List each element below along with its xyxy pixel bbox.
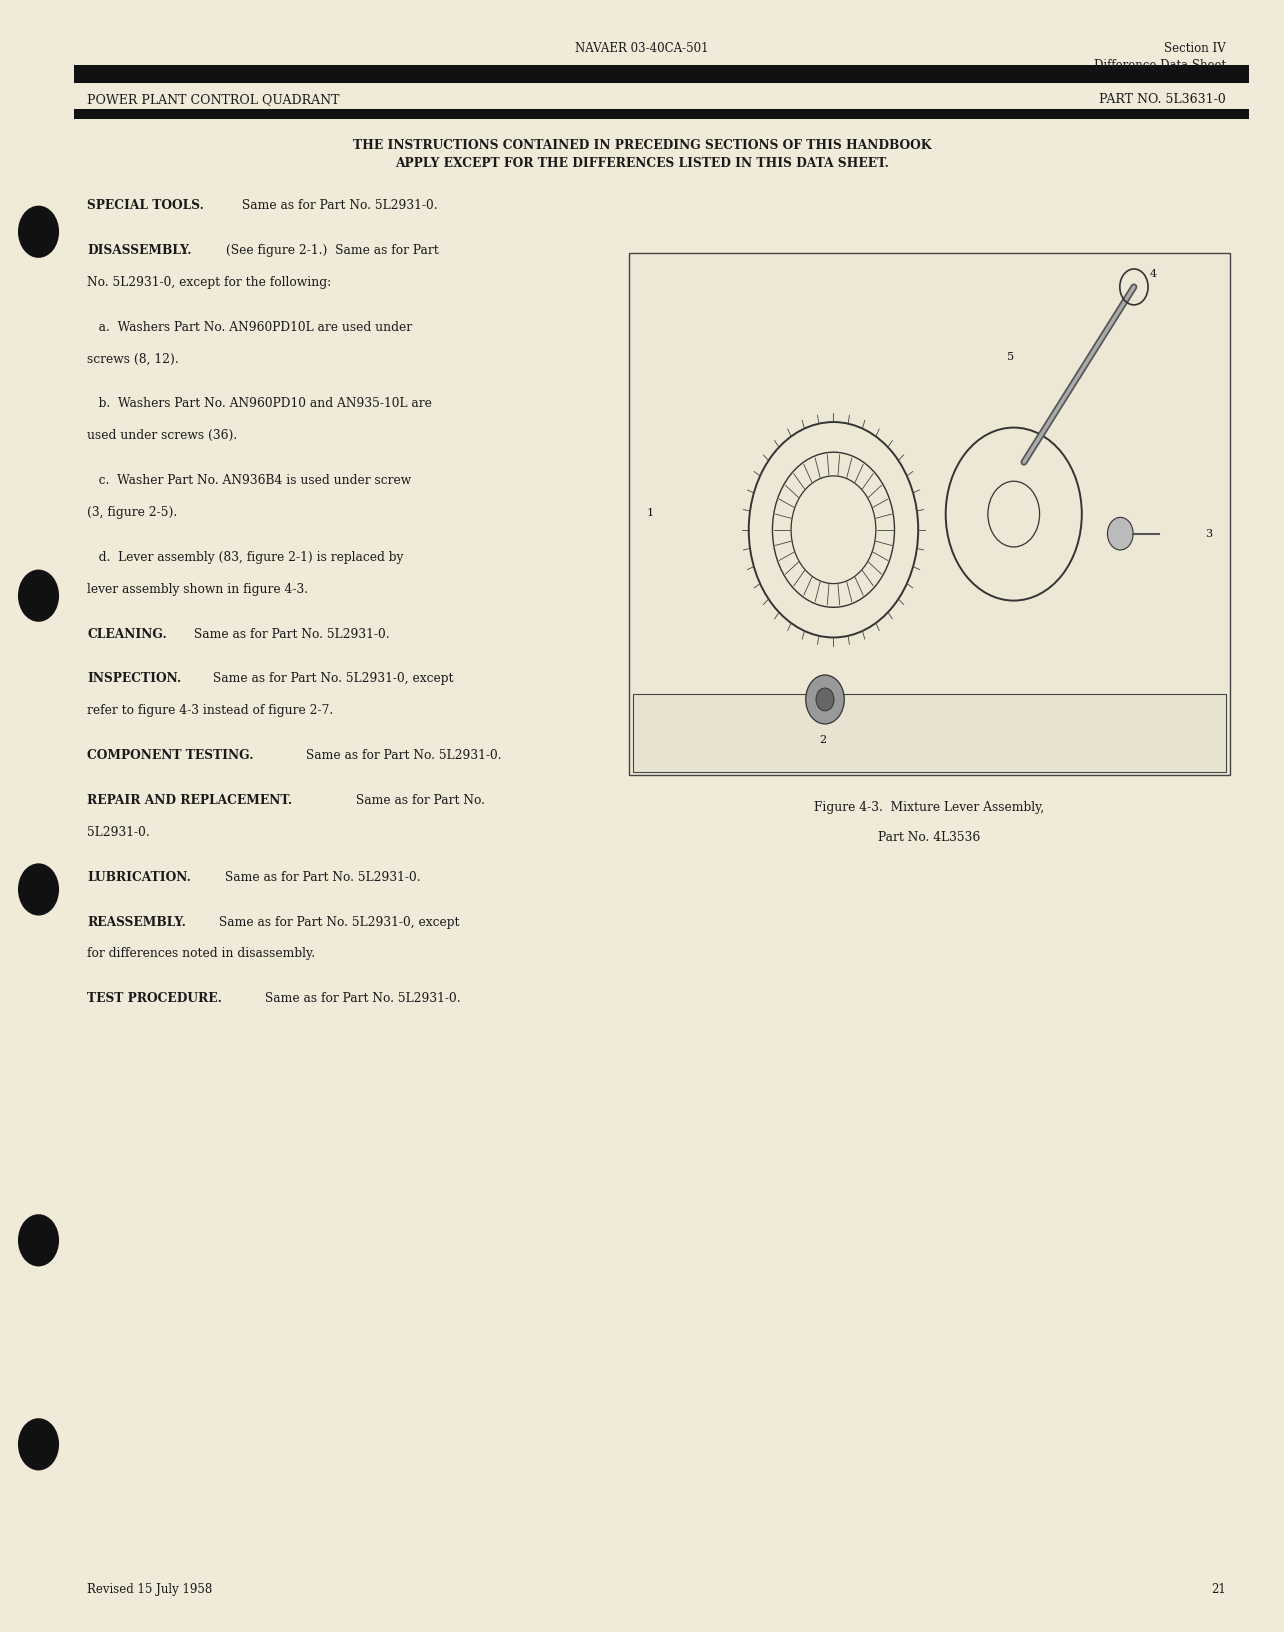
Text: lever assembly shown in figure 4-3.: lever assembly shown in figure 4-3.	[87, 583, 308, 596]
Text: Part No. 4L3536: Part No. 4L3536	[878, 831, 981, 844]
Circle shape	[1108, 517, 1134, 550]
Text: Difference Data Sheet: Difference Data Sheet	[1094, 59, 1226, 72]
Text: (See figure 2-1.)  Same as for Part: (See figure 2-1.) Same as for Part	[222, 243, 439, 256]
Text: COMPONENT TESTING.: COMPONENT TESTING.	[87, 749, 254, 762]
Text: 5: 5	[1008, 353, 1014, 362]
Text: DISASSEMBLY.: DISASSEMBLY.	[87, 243, 191, 256]
Text: Figure 4-3.  Mixture Lever Assembly,: Figure 4-3. Mixture Lever Assembly,	[814, 801, 1045, 814]
Text: c.  Washer Part No. AN936B4 is used under screw: c. Washer Part No. AN936B4 is used under…	[87, 473, 412, 486]
Text: screws (8, 12).: screws (8, 12).	[87, 353, 178, 366]
Text: Same as for Part No. 5L2931-0.: Same as for Part No. 5L2931-0.	[238, 199, 438, 212]
Text: REASSEMBLY.: REASSEMBLY.	[87, 916, 186, 929]
Circle shape	[18, 570, 59, 622]
Text: Same as for Part No. 5L2931-0.: Same as for Part No. 5L2931-0.	[262, 992, 461, 1005]
Bar	[74, 109, 1249, 119]
Text: Same as for Part No.: Same as for Part No.	[352, 793, 485, 806]
Bar	[74, 65, 1249, 83]
Bar	[633, 694, 1226, 772]
Text: 5L2931-0.: 5L2931-0.	[87, 826, 150, 839]
Text: used under screws (36).: used under screws (36).	[87, 429, 238, 442]
Text: 1: 1	[647, 509, 655, 519]
Text: (3, figure 2-5).: (3, figure 2-5).	[87, 506, 177, 519]
Circle shape	[18, 863, 59, 916]
Circle shape	[18, 1214, 59, 1266]
Text: for differences noted in disassembly.: for differences noted in disassembly.	[87, 947, 316, 960]
Text: 4: 4	[1149, 269, 1157, 279]
Text: APPLY EXCEPT FOR THE DIFFERENCES LISTED IN THIS DATA SHEET.: APPLY EXCEPT FOR THE DIFFERENCES LISTED …	[395, 157, 889, 170]
Text: Same as for Part No. 5L2931-0.: Same as for Part No. 5L2931-0.	[221, 870, 421, 883]
Text: LUBRICATION.: LUBRICATION.	[87, 870, 191, 883]
Text: NAVAER 03-40CA-501: NAVAER 03-40CA-501	[575, 42, 709, 55]
Text: Same as for Part No. 5L2931-0.: Same as for Part No. 5L2931-0.	[190, 627, 390, 640]
Text: Same as for Part No. 5L2931-0.: Same as for Part No. 5L2931-0.	[302, 749, 502, 762]
Text: CLEANING.: CLEANING.	[87, 627, 167, 640]
Text: Revised 15 July 1958: Revised 15 July 1958	[87, 1583, 213, 1596]
Text: a.  Washers Part No. AN960PD10L are used under: a. Washers Part No. AN960PD10L are used …	[87, 320, 412, 333]
Text: 3: 3	[1204, 529, 1212, 539]
Text: THE INSTRUCTIONS CONTAINED IN PRECEDING SECTIONS OF THIS HANDBOOK: THE INSTRUCTIONS CONTAINED IN PRECEDING …	[353, 139, 931, 152]
Text: 21: 21	[1212, 1583, 1226, 1596]
Text: 2.   Nut              4.   Lever: 2. Nut 4. Lever	[657, 738, 802, 747]
Text: SPECIAL TOOLS.: SPECIAL TOOLS.	[87, 199, 204, 212]
Text: Section IV: Section IV	[1165, 42, 1226, 55]
Text: 1.   Bearing        3.   Screw        5.   Sheave: 1. Bearing 3. Screw 5. Sheave	[657, 705, 898, 715]
Text: 2: 2	[819, 736, 826, 746]
Text: TEST PROCEDURE.: TEST PROCEDURE.	[87, 992, 222, 1005]
Text: Same as for Part No. 5L2931-0, except: Same as for Part No. 5L2931-0, except	[209, 672, 453, 685]
Text: POWER PLANT CONTROL QUADRANT: POWER PLANT CONTROL QUADRANT	[87, 93, 340, 106]
Text: INSPECTION.: INSPECTION.	[87, 672, 181, 685]
Bar	[629, 253, 1230, 775]
Text: refer to figure 4-3 instead of figure 2-7.: refer to figure 4-3 instead of figure 2-…	[87, 703, 334, 716]
Circle shape	[806, 676, 845, 725]
Text: d.  Lever assembly (83, figure 2-1) is replaced by: d. Lever assembly (83, figure 2-1) is re…	[87, 550, 403, 563]
Text: REPAIR AND REPLACEMENT.: REPAIR AND REPLACEMENT.	[87, 793, 293, 806]
Text: b.  Washers Part No. AN960PD10 and AN935-10L are: b. Washers Part No. AN960PD10 and AN935-…	[87, 397, 433, 410]
Circle shape	[18, 1418, 59, 1470]
Text: Same as for Part No. 5L2931-0, except: Same as for Part No. 5L2931-0, except	[214, 916, 460, 929]
Circle shape	[18, 206, 59, 258]
Circle shape	[817, 689, 835, 712]
Text: No. 5L2931-0, except for the following:: No. 5L2931-0, except for the following:	[87, 276, 331, 289]
Text: PART NO. 5L3631-0: PART NO. 5L3631-0	[1099, 93, 1226, 106]
